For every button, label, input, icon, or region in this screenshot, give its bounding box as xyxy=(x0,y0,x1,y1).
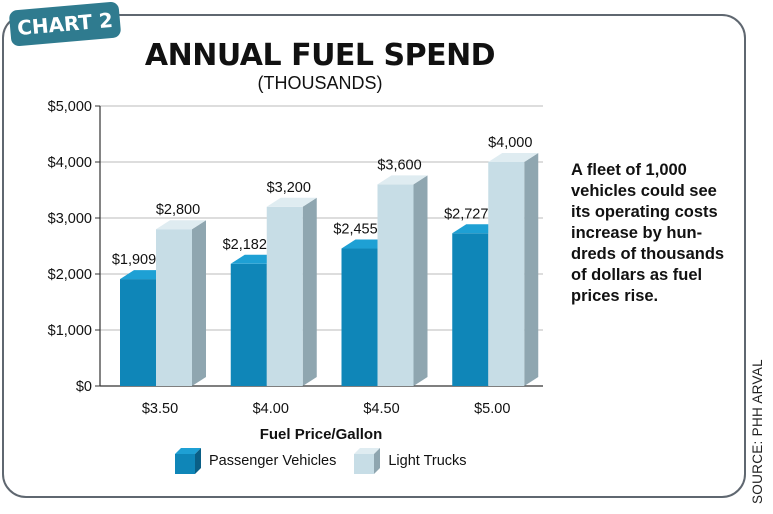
chart-title: ANNUAL FUEL SPEND xyxy=(144,38,496,73)
data-label-passenger: $1,909 xyxy=(112,252,156,268)
legend-item-truck: Light Trucks xyxy=(354,448,467,474)
legend-swatch-truck xyxy=(354,448,381,474)
data-label-truck: $3,200 xyxy=(267,180,311,196)
x-axis-label: Fuel Price/Gallon xyxy=(260,426,383,443)
legend-item-passenger: Passenger Vehicles xyxy=(175,448,336,474)
source-credit: SOURCE: PHH ARVAL xyxy=(750,359,765,504)
legend-label-truck: Light Trucks xyxy=(388,453,467,469)
bar-side-truck xyxy=(524,153,539,386)
bar-truck xyxy=(156,229,192,386)
data-label-passenger: $2,182 xyxy=(223,237,267,253)
legend-label-passenger: Passenger Vehicles xyxy=(209,453,337,469)
chart-subtitle: (THOUSANDS) xyxy=(257,73,383,93)
y-tick-label: $0 xyxy=(76,379,92,395)
y-tick-label: $5,000 xyxy=(48,99,92,115)
bar-truck xyxy=(266,206,303,386)
bar-passenger xyxy=(341,248,378,386)
bar-top-truck xyxy=(156,220,206,230)
bar-side-truck xyxy=(192,220,206,386)
y-tick-label: $4,000 xyxy=(48,155,92,171)
bar-passenger xyxy=(230,263,267,386)
y-tick-label: $3,000 xyxy=(48,211,92,227)
bar-passenger xyxy=(452,233,489,386)
x-tick-label: $4.50 xyxy=(363,401,399,417)
bar-passenger xyxy=(120,279,156,386)
data-label-passenger: $2,455 xyxy=(333,222,377,238)
bar-side-truck xyxy=(302,197,317,386)
chart-legend: Passenger Vehicles Light Trucks xyxy=(175,448,485,474)
bar-side-truck xyxy=(413,175,428,386)
bar-top-truck xyxy=(377,175,428,185)
data-label-passenger: $2,727 xyxy=(444,206,488,222)
x-tick-label: $5.00 xyxy=(474,401,510,417)
data-label-truck: $4,000 xyxy=(488,135,532,151)
bar-truck xyxy=(377,184,414,386)
x-tick-label: $4.00 xyxy=(253,401,289,417)
bar-top-truck xyxy=(488,153,539,162)
y-tick-label: $2,000 xyxy=(48,267,92,283)
legend-swatch-passenger xyxy=(175,448,201,474)
bar-top-truck xyxy=(266,197,317,207)
x-tick-label: $3.50 xyxy=(142,401,178,417)
y-tick-label: $1,000 xyxy=(48,323,92,339)
bar-truck xyxy=(488,162,525,386)
data-label-truck: $2,800 xyxy=(156,202,200,218)
chart-note: A fleet of 1,000 vehicles could see its … xyxy=(571,161,725,305)
data-label-truck: $3,600 xyxy=(377,157,421,173)
